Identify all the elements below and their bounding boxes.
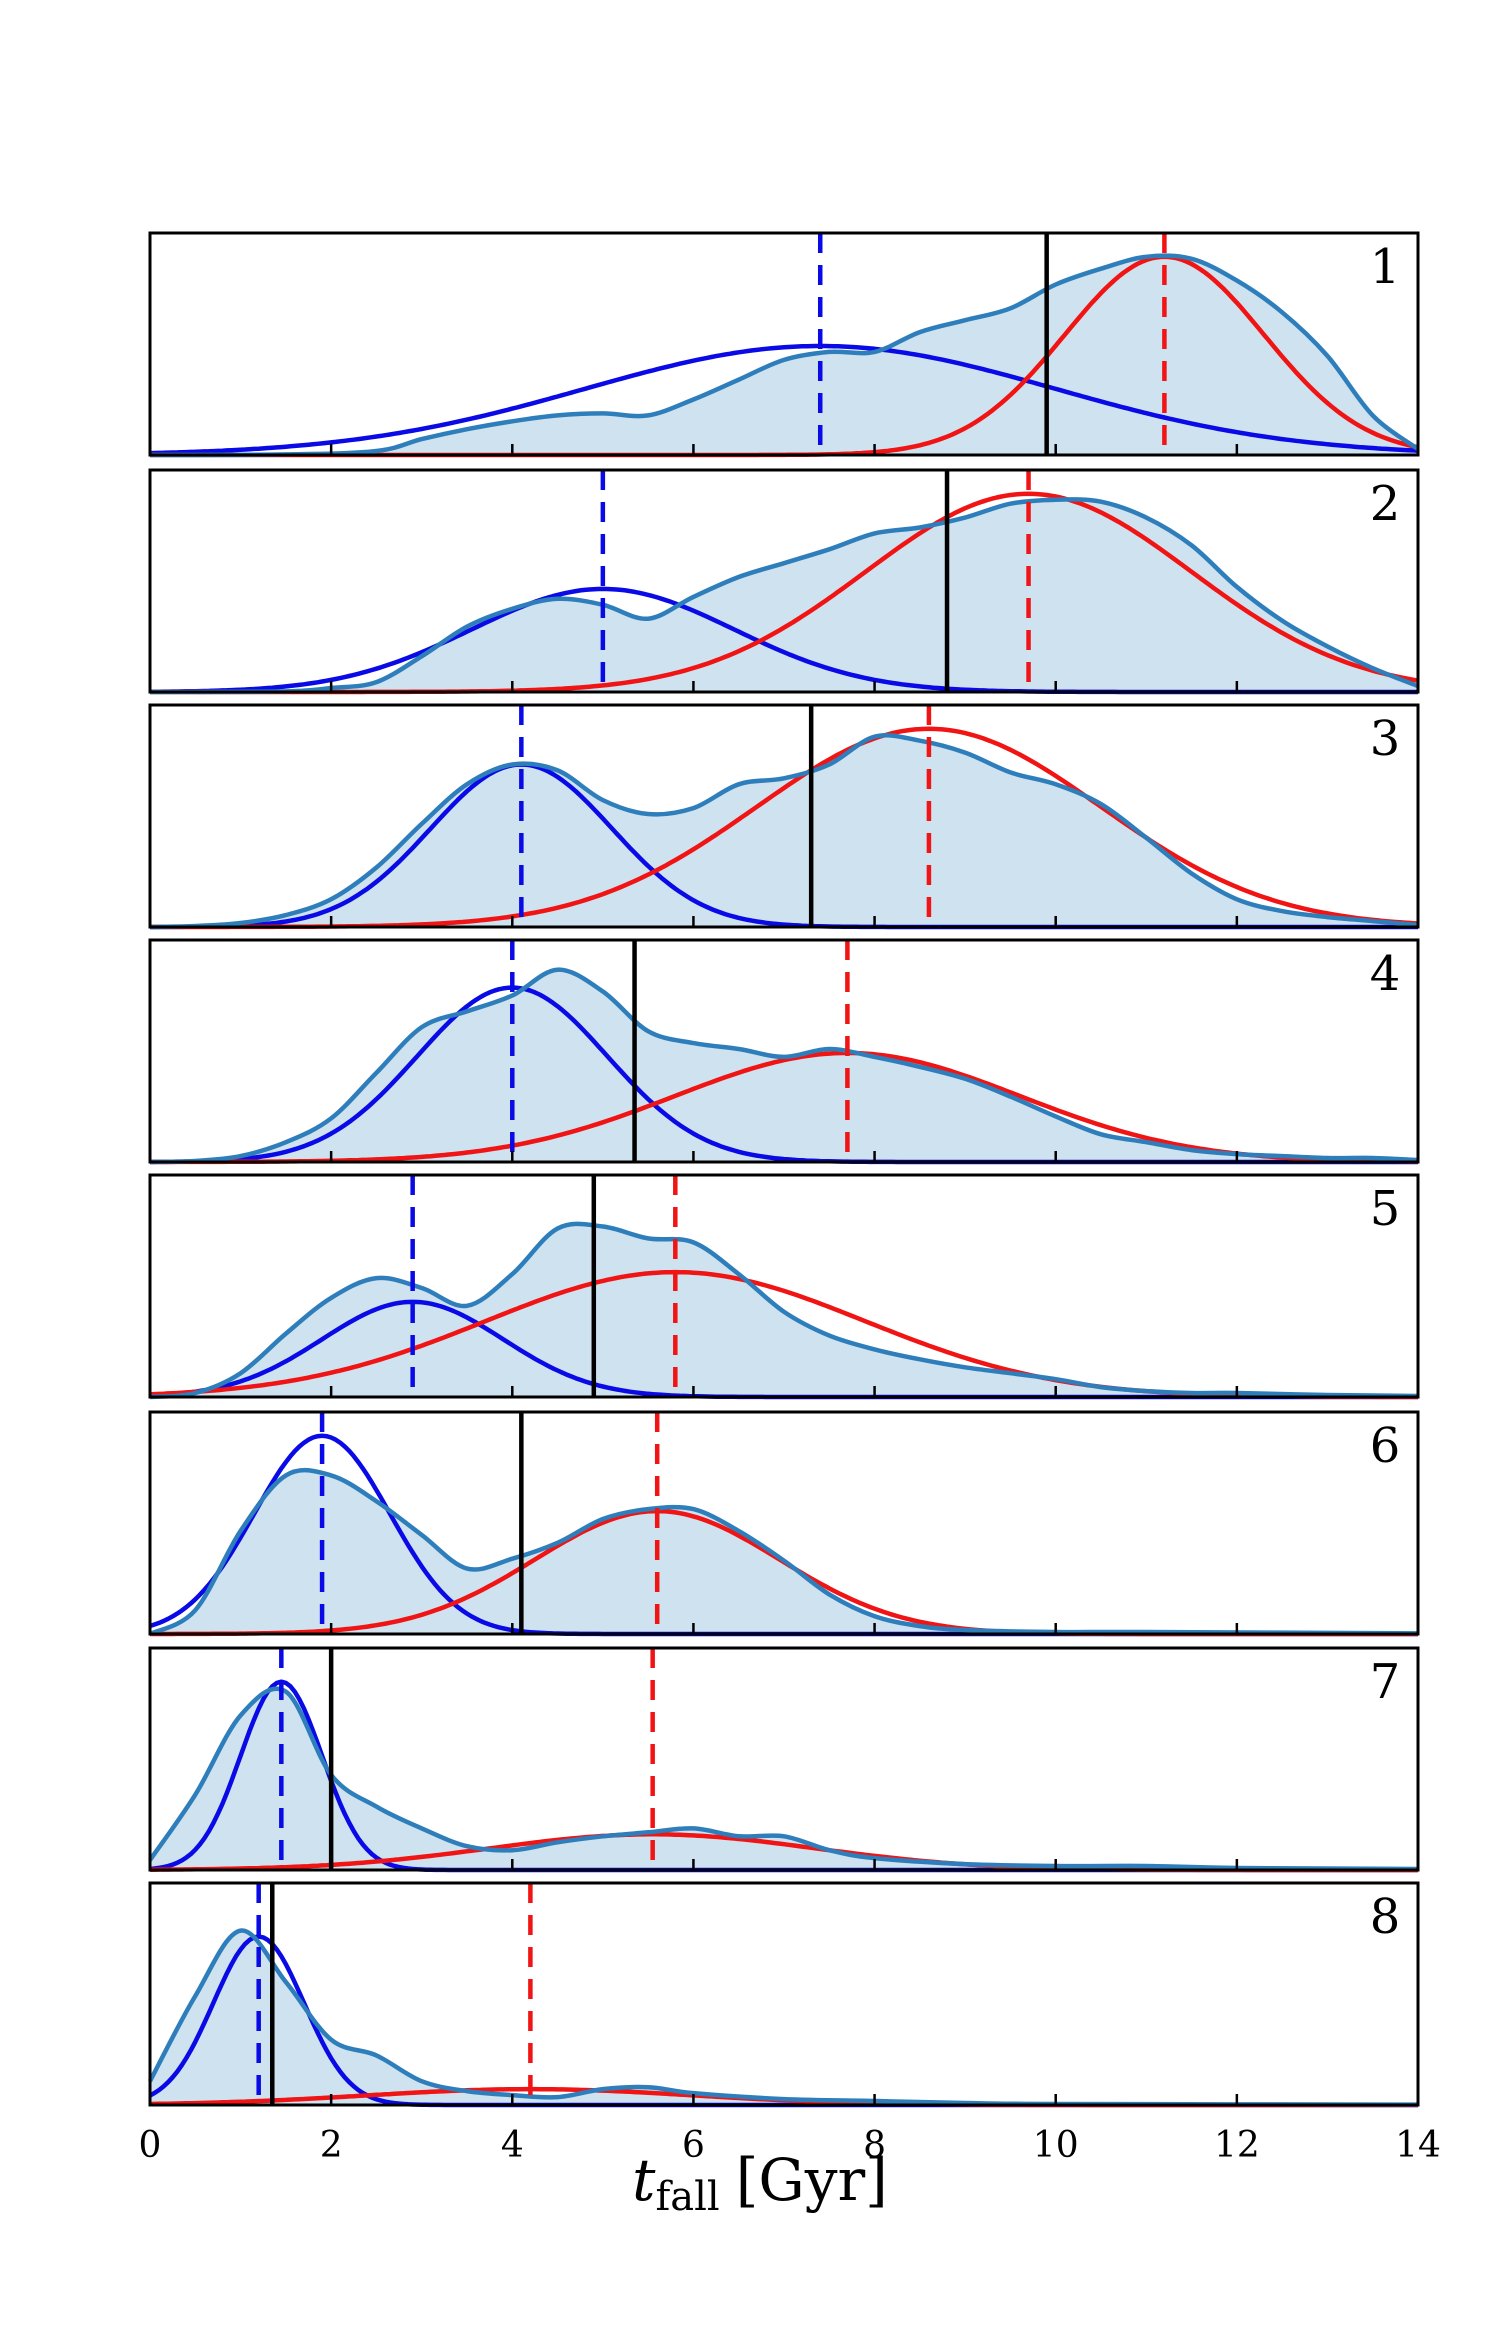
x-axis-label: tfall [Gyr] xyxy=(632,2146,888,2220)
kde-fill-panel-2 xyxy=(150,499,1418,692)
panel-label-6: 6 xyxy=(1370,1418,1401,1474)
x-tick-label-14: 14 xyxy=(1395,2125,1441,2166)
x-tick-label-4: 4 xyxy=(501,2125,524,2166)
panel-frame-3 xyxy=(148,703,1420,929)
panel-8: 8 xyxy=(148,1881,1420,2108)
panels-group: 1 2 3 4 5 6 7 8 xyxy=(148,231,1420,2108)
panel-frame-7 xyxy=(148,1646,1420,1872)
panel-frame-4 xyxy=(148,938,1420,1164)
panel-4: 4 xyxy=(148,938,1420,1165)
x-tick-label-8: 8 xyxy=(863,2125,886,2166)
panel-frame-8 xyxy=(148,1881,1420,2107)
panel-label-3: 3 xyxy=(1370,711,1401,767)
kde-line-panel-5 xyxy=(149,1221,1419,1400)
panel-7: 7 xyxy=(148,1646,1420,1873)
panel-label-5: 5 xyxy=(1370,1181,1401,1237)
x-tick-label-10: 10 xyxy=(1033,2125,1079,2166)
panel-2: 2 xyxy=(148,468,1420,695)
kde-line-panel-6 xyxy=(148,1467,1419,1637)
x-tick-labels: 0 2 4 6 8 10 12 14 xyxy=(139,2125,1441,2166)
x-tick-label-12: 12 xyxy=(1214,2125,1260,2166)
kde-line-panel-4 xyxy=(149,967,1419,1165)
panel-label-8: 8 xyxy=(1370,1889,1401,1945)
kde-line-panel-1 xyxy=(149,253,1420,458)
kde-fill-panel-8 xyxy=(150,1930,1418,2105)
kde-fill-panel-3 xyxy=(150,735,1418,927)
panel-1: 1 xyxy=(148,231,1420,458)
panel-label-2: 2 xyxy=(1370,476,1401,532)
panel-3: 3 xyxy=(148,703,1420,930)
panel-frame-1 xyxy=(148,231,1420,457)
kde-fill-panel-5 xyxy=(150,1223,1418,1397)
kde-fill-panel-4 xyxy=(150,969,1418,1162)
panel-frame-5 xyxy=(148,1173,1420,1399)
kde-fill-panel-1 xyxy=(150,255,1418,455)
panel-5: 5 xyxy=(148,1173,1420,1400)
panel-frame-2 xyxy=(148,468,1420,694)
panel-label-1: 1 xyxy=(1370,239,1401,295)
kde-line-panel-7 xyxy=(148,1686,1419,1872)
kde-fill-panel-7 xyxy=(150,1688,1418,1870)
panel-label-7: 7 xyxy=(1370,1654,1401,1710)
x-tick-label-0: 0 xyxy=(139,2125,162,2166)
x-tick-label-6: 6 xyxy=(682,2125,705,2166)
kde-line-panel-3 xyxy=(149,733,1419,930)
panel-6: 6 xyxy=(148,1410,1420,1637)
kde-fill-panel-6 xyxy=(150,1470,1418,1634)
kde-line-panel-8 xyxy=(148,1928,1419,2107)
x-tick-label-2: 2 xyxy=(320,2125,343,2166)
kde-line-panel-2 xyxy=(149,497,1419,695)
early-gaussian-panel-1 xyxy=(149,343,1419,456)
panel-frame-6 xyxy=(148,1410,1420,1636)
panel-label-4: 4 xyxy=(1370,946,1401,1002)
